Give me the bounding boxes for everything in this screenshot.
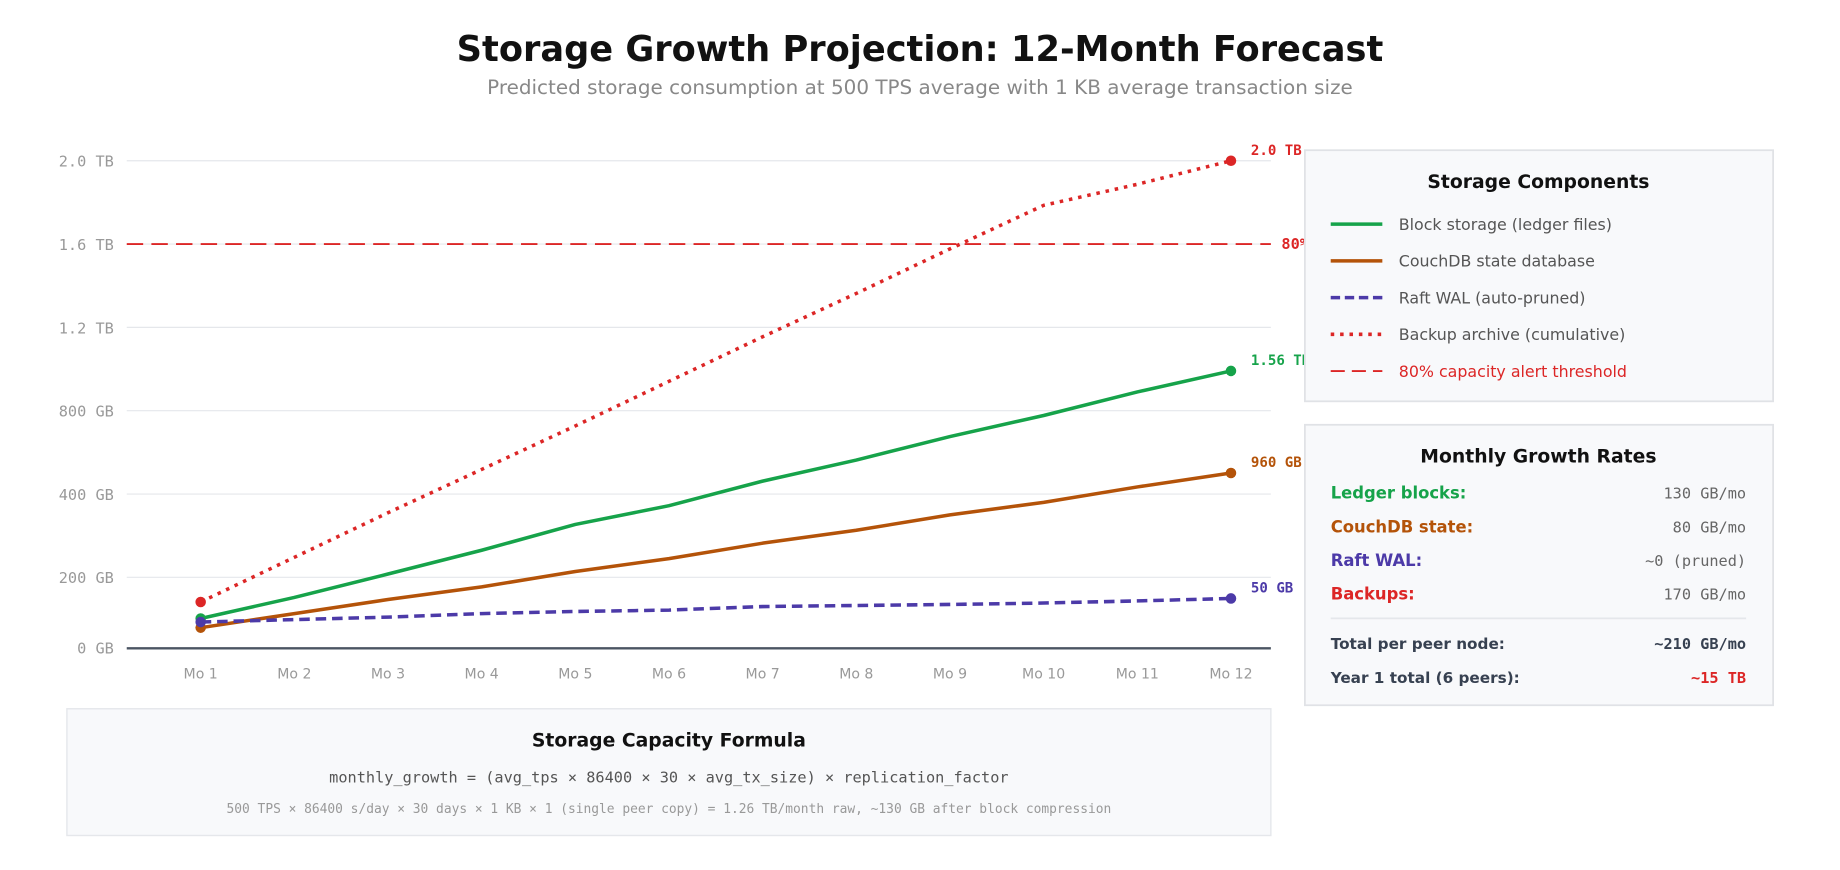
x-tick-label: Mo 3 [371, 666, 405, 682]
formula-example: 500 TPS × 86400 s/day × 30 days × 1 KB ×… [227, 802, 1112, 817]
growth-row-label: Raft WAL: [1331, 551, 1422, 570]
x-tick-label: Mo 10 [1022, 666, 1065, 682]
growth-row-backup: Backups: 170 GB/mo [1331, 584, 1746, 603]
y-tick-label: 1.2 TB [59, 319, 114, 337]
series-block: 1.56 TB [195, 353, 1310, 624]
end-label-backup: 2.0 TB [1251, 143, 1302, 159]
x-tick-label: Mo 12 [1209, 666, 1252, 682]
gridlines [126, 160, 1271, 578]
formula-panel: Storage Capacity Formula monthly_growth … [66, 708, 1272, 837]
x-tick-label: Mo 7 [746, 666, 780, 682]
x-tick-label: Mo 6 [652, 666, 686, 682]
y-tick-label: 800 GB [59, 403, 114, 421]
end-label-block: 1.56 TB [1251, 353, 1310, 369]
x-tick-label: Mo 9 [933, 666, 967, 682]
y-tick-label: 200 GB [59, 569, 114, 587]
legend-label: Block storage (ledger files) [1399, 215, 1612, 234]
data-point-raft [195, 616, 206, 628]
total-label: Total per peer node: [1331, 635, 1505, 653]
growth-row-label: Ledger blocks: [1331, 484, 1467, 503]
legend-item-couchdb: CouchDB state database [1330, 252, 1595, 271]
legend-label: 80% capacity alert threshold [1399, 362, 1627, 381]
chart-subtitle: Predicted storage consumption at 500 TPS… [487, 75, 1353, 99]
threshold-line-group: 80% [126, 235, 1310, 253]
growth-row-value: 80 GB/mo [1673, 518, 1746, 536]
y-tick-label: 0 GB [77, 640, 114, 658]
growth-row-value: 130 GB/mo [1663, 485, 1746, 503]
series-backup: 2.0 TB [195, 143, 1302, 608]
series-line-backup [199, 159, 1232, 604]
legend-title: Storage Components [1427, 172, 1649, 193]
series-group: 1.56 TB 960 GB 50 GB 2.0 TB [195, 143, 1310, 633]
x-tick-label: Mo 1 [184, 666, 218, 682]
growth-row-label: CouchDB state: [1331, 517, 1473, 536]
y-tick-label: 2.0 TB [59, 153, 114, 171]
year-total-label: Year 1 total (6 peers): [1330, 669, 1520, 687]
x-tick-label: Mo 2 [277, 666, 311, 682]
legend-item-threshold: 80% capacity alert threshold [1330, 362, 1627, 381]
y-tick-label: 400 GB [59, 486, 114, 504]
total-value: ~210 GB/mo [1654, 635, 1746, 653]
legend-label: Backup archive (cumulative) [1399, 325, 1626, 344]
legend-panel: Storage Components Block storage (ledger… [1304, 149, 1774, 403]
data-point-block [1225, 365, 1237, 377]
data-point-couchdb [1225, 467, 1237, 479]
series-line-block [200, 369, 1232, 621]
x-axis-ticks: Mo 1 Mo 2 Mo 3 Mo 4 Mo 5 Mo 6 Mo 7 Mo 8 Mo 9 Mo 1… [184, 666, 1253, 682]
y-axis-ticks: 0 GB 200 GB 400 GB 800 GB 1.2 TB 1.6 TB 2.0 TB [59, 153, 114, 658]
data-point-backup [195, 596, 206, 608]
end-label-couchdb: 960 GB [1251, 455, 1302, 471]
legend-item-block: Block storage (ledger files) [1330, 215, 1612, 234]
growth-rates-panel: Monthly Growth Rates Ledger blocks: 130 G… [1304, 423, 1774, 707]
growth-row-value: ~0 (pruned) [1645, 552, 1746, 570]
growth-row-label: Backups: [1331, 584, 1415, 603]
end-label-raft: 50 GB [1251, 581, 1293, 597]
growth-title: Monthly Growth Rates [1420, 446, 1656, 467]
growth-row-raft: Raft WAL: ~0 (pruned) [1331, 551, 1746, 570]
series-line-raft [200, 596, 1232, 624]
year-total-value: ~15 TB [1691, 669, 1746, 687]
legend-label: CouchDB state database [1399, 252, 1595, 271]
formula-title: Storage Capacity Formula [532, 730, 806, 751]
series-raft: 50 GB [195, 581, 1293, 628]
legend-item-raft: Raft WAL (auto-pruned) [1330, 288, 1586, 307]
legend-item-backup: Backup archive (cumulative) [1330, 325, 1626, 344]
x-tick-label: Mo 4 [465, 666, 499, 682]
series-line-couchdb [200, 471, 1232, 630]
x-tick-label: Mo 8 [839, 666, 873, 682]
x-tick-label: Mo 5 [558, 666, 592, 682]
y-tick-label: 1.6 TB [59, 236, 114, 254]
growth-row-value: 170 GB/mo [1663, 585, 1746, 603]
threshold-label: 80% [1281, 235, 1309, 253]
growth-row-couchdb: CouchDB state: 80 GB/mo [1331, 517, 1746, 536]
data-point-backup [1225, 155, 1237, 167]
growth-row-block: Ledger blocks: 130 GB/mo [1331, 484, 1746, 503]
data-point-raft [1225, 593, 1237, 604]
chart-title: Storage Growth Projection: 12-Month Fore… [457, 29, 1384, 70]
legend-label: Raft WAL (auto-pruned) [1399, 288, 1586, 307]
x-tick-label: Mo 11 [1116, 666, 1159, 682]
formula-expression: monthly_growth = (avg_tps × 86400 × 30 ×… [329, 769, 1008, 787]
